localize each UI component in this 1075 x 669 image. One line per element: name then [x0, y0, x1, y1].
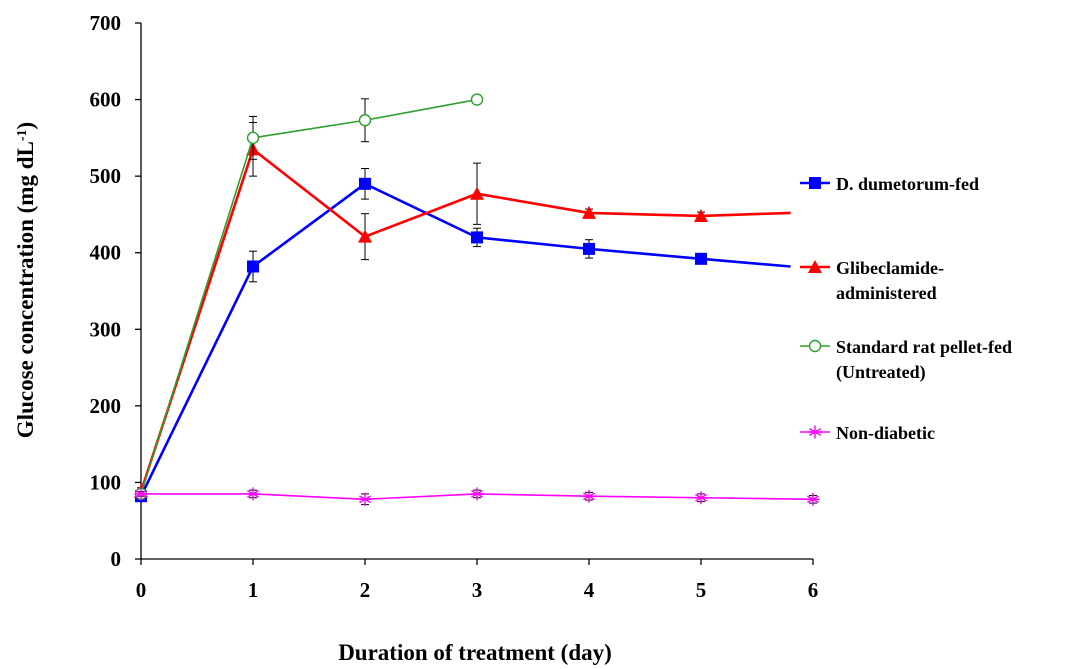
y-tick-label: 400 — [90, 241, 122, 265]
series-3 — [134, 487, 820, 506]
y-tick-label: 500 — [90, 164, 122, 188]
x-tick-label: 0 — [136, 578, 147, 602]
data-point — [583, 242, 595, 255]
x-tick-label: 2 — [360, 578, 371, 602]
data-point — [582, 489, 596, 503]
y-axis-title: Glucose concentration (mg dL-1) — [13, 122, 38, 438]
legend-item: D. dumetorum-fed — [800, 174, 979, 194]
series-0 — [135, 167, 791, 503]
y-tick-label: 300 — [90, 317, 122, 341]
x-tick-label: 4 — [584, 578, 595, 602]
data-point — [358, 114, 372, 127]
series-line — [140, 98, 478, 495]
x-tick-label: 1 — [248, 578, 259, 602]
data-point — [470, 186, 484, 200]
series-2 — [134, 93, 484, 501]
legend-swatch-marker — [808, 260, 822, 273]
y-tick-label: 600 — [90, 88, 122, 112]
x-tick-label: 6 — [808, 578, 819, 602]
data-point — [806, 492, 820, 506]
y-tick-label: 200 — [90, 394, 122, 418]
data-point — [471, 231, 483, 244]
y-tick-label: 0 — [111, 547, 122, 571]
data-point — [470, 487, 484, 501]
data-point — [695, 252, 707, 265]
legend: D. dumetorum-fed Glibeclamide-administere… — [800, 174, 1012, 443]
data-point — [247, 260, 259, 273]
legend-swatch-marker — [809, 177, 821, 189]
legend-label: Non-diabetic — [836, 423, 935, 443]
data-point — [358, 492, 372, 506]
legend-item: Standard rat pellet-fed (Untreated) — [800, 337, 1012, 383]
data-point — [358, 229, 372, 243]
series-line — [139, 182, 791, 497]
data-point — [470, 93, 484, 106]
legend-item: Glibeclamide-administered — [800, 258, 944, 303]
x-tick-label: 3 — [472, 578, 483, 602]
legend-label: D. dumetorum-fed — [836, 174, 979, 194]
data-point — [694, 491, 708, 505]
data-point — [582, 205, 596, 219]
y-tick-label: 700 — [90, 11, 122, 35]
y-tick-label: 100 — [90, 470, 122, 494]
legend-swatch-marker — [808, 339, 822, 353]
legend-item: Non-diabetic — [800, 423, 935, 443]
data-point — [359, 177, 371, 190]
plot-area — [134, 93, 820, 506]
legend-label: Standard rat pellet-fed — [836, 337, 1012, 357]
axes: 0 100 200 300 400 500 600 700 0 1 2 3 4 5 6 — [90, 11, 819, 602]
legend-label: administered — [836, 283, 937, 303]
legend-label: (Untreated) — [836, 362, 926, 383]
x-axis-title: Duration of treatment (day) — [338, 640, 612, 665]
x-tick-label: 5 — [696, 578, 707, 602]
data-point — [246, 131, 260, 145]
data-point — [246, 487, 260, 501]
legend-label: Glibeclamide- — [836, 258, 944, 278]
series-line — [139, 147, 791, 493]
legend-swatch-marker — [808, 425, 822, 439]
data-point — [134, 487, 148, 501]
data-point — [694, 208, 708, 222]
